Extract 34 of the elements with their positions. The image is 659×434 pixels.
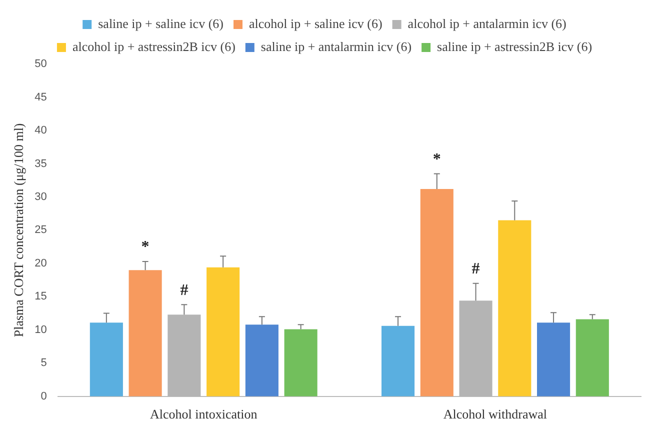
- legend-label: saline ip + saline icv (6): [98, 16, 224, 31]
- annotation: *: [432, 150, 441, 168]
- legend-label: saline ip + antalarmin icv (6): [260, 38, 412, 54]
- y-tick-label: 5: [40, 357, 47, 370]
- y-tick-label: 30: [34, 190, 47, 203]
- y-tick-label: 45: [34, 91, 47, 104]
- bar: [284, 329, 318, 396]
- bar: [576, 319, 609, 396]
- bar: [245, 324, 278, 396]
- x-tick-label: Alcohol withdrawal: [443, 406, 548, 422]
- y-tick-label: 10: [34, 324, 47, 336]
- y-tick-label: 40: [34, 124, 47, 137]
- annotation: #: [180, 282, 188, 299]
- bar: [206, 267, 240, 396]
- y-tick-label: 15: [34, 290, 47, 303]
- bar: [537, 322, 570, 396]
- y-tick-label: 50: [34, 58, 47, 70]
- bar: [420, 188, 454, 396]
- legend-label: alcohol ip + saline icv (6): [248, 16, 382, 31]
- x-tick-label: Alcohol intoxication: [150, 406, 258, 422]
- y-tick-label: 20: [34, 257, 47, 270]
- legend-label: alcohol ip + antalarmin icv (6): [408, 16, 566, 31]
- bar: [381, 326, 415, 396]
- bar: [128, 270, 162, 396]
- y-tick-label: 0: [40, 390, 47, 402]
- y-axis-title: Plasma CORT concentration (μg/100 ml): [11, 123, 26, 338]
- y-tick-label: 25: [34, 224, 47, 236]
- bar: [498, 220, 532, 396]
- y-tick-label: 35: [34, 158, 47, 170]
- annotation: *: [141, 238, 150, 256]
- legend-label: saline ip + astressin2B icv (6): [437, 38, 592, 54]
- legend-label: alcohol ip + astressin2B icv (6): [72, 38, 236, 54]
- bar: [90, 322, 123, 396]
- annotation: #: [472, 260, 480, 278]
